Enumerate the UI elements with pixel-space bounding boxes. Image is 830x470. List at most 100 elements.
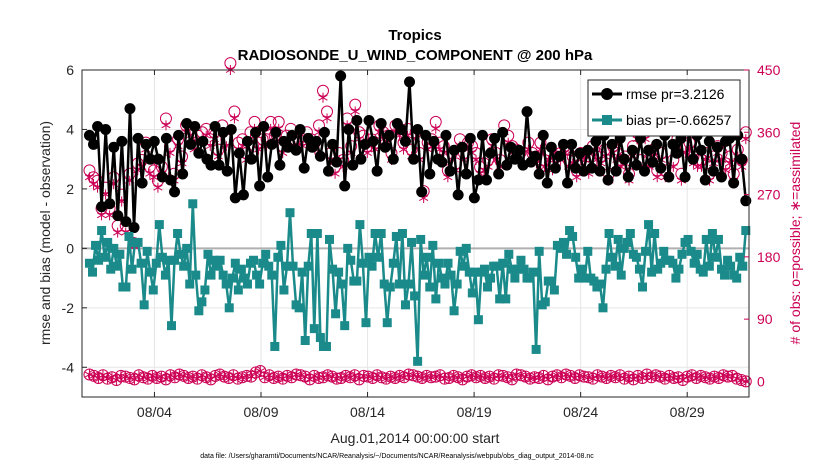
axes: 08/04 08/09 08/14 08/19 08/24 08/29 -4 -2 0 2 4 6 0 9… [62,62,781,420]
bias-marker [346,255,356,265]
bias-marker [452,279,462,289]
y-tick-label: 6 [66,62,74,78]
bias-marker [467,288,477,298]
bias-marker [723,255,733,265]
obs-assimilated-marker [696,370,706,381]
legend-box [587,79,741,137]
rmse-marker [124,103,136,115]
rmse-marker [266,138,278,150]
bias-marker [325,234,335,244]
obs-possible-marker [384,370,397,383]
rmse-marker [294,123,306,135]
rmse-marker [241,135,253,147]
rmse-marker [250,126,262,138]
bias-marker [407,237,417,247]
obs-assimilated-marker [700,372,710,383]
y-axis-label: rmse and bias (model - observation) [37,121,53,345]
bias-marker [340,321,350,331]
bias-marker [391,231,401,241]
bias-marker [97,226,107,236]
rmse-marker [173,129,185,141]
bias-marker [157,252,167,262]
rmse-marker [513,144,525,156]
rmse-marker [557,138,569,150]
bias-marker [671,273,681,283]
bias-marker [416,234,426,244]
chart-subtitle: RADIOSONDE_U_WIND_COMPONENT @ 200 hPa [238,47,593,64]
bias-marker [720,270,730,280]
y-right-tick-label: 270 [757,187,781,203]
bias-marker [236,264,246,274]
bias-marker [167,321,177,331]
bias-marker [331,309,341,319]
obs-possible-marker [739,375,752,388]
bias-marker [601,264,611,274]
obs-possible-marker [173,368,186,381]
bias-marker [692,249,702,259]
rmse-marker [343,123,355,135]
obs-assimilated-marker [206,374,216,385]
bias-marker [707,229,717,238]
bias-marker [87,267,97,277]
bias-marker [136,258,146,268]
bias-marker [419,270,429,280]
rmse-marker [132,132,144,144]
obs-assimilated-marker [102,373,113,384]
rmse-marker [521,106,533,118]
obs-assimilated-marker [732,373,742,384]
obs-assimilated-marker [210,370,220,381]
bias-marker [127,264,137,274]
obs-assimilated-marker [323,370,333,381]
rmse-marker [355,153,367,165]
obs-possible-marker [218,370,231,383]
obs-assimilated-marker [471,372,481,383]
rmse-marker [205,159,217,171]
bias-marker [239,273,249,283]
rmse-marker [290,144,302,156]
bias-marker [580,273,590,283]
bias-marker [154,220,164,230]
rmse-marker [671,147,683,159]
bias-marker [334,267,344,277]
rmse-marker [740,195,752,207]
obs-assimilated-marker [111,375,122,386]
bias-marker [732,273,742,283]
y-tick-label: 2 [66,181,74,197]
rmse-marker [440,129,452,141]
bias-marker [300,336,310,346]
obs-assimilated-marker [354,374,364,385]
rmse-marker [339,180,351,192]
bias-marker [173,229,183,238]
bias-marker [112,261,122,271]
bias-marker [425,282,435,292]
obs-possible-marker [735,374,748,387]
bias-marker [689,258,699,268]
rmse-marker [460,168,472,180]
legend-label-bias: bias pr=-0.66257 [626,112,732,128]
bias-marker [473,315,483,325]
bias-marker [242,279,252,289]
obs-assimilated-marker [98,370,108,381]
bias-marker [674,264,684,274]
obs-assimilated-marker [363,371,373,382]
bias-marker [103,237,113,247]
bias-marker [641,246,651,256]
bias-marker [309,324,319,334]
obs-assimilated-marker [362,148,372,159]
bias-marker [209,255,219,265]
obs-assimilated-marker [507,374,517,385]
obs-assimilated-marker [229,113,240,124]
obs-assimilated-marker [237,372,247,383]
bias-marker [279,285,289,295]
rmse-marker [464,132,476,144]
bias-marker [434,258,444,268]
obs-assimilated-marker [161,374,171,385]
rmse-marker [246,153,258,165]
obs-assimilated-marker [395,370,405,381]
rmse-marker [472,174,484,186]
obs-assimilated-marker [251,367,261,378]
rmse-marker [164,174,176,186]
plot-frame [81,69,750,398]
bias-marker [203,249,213,259]
bias-marker [185,279,195,289]
